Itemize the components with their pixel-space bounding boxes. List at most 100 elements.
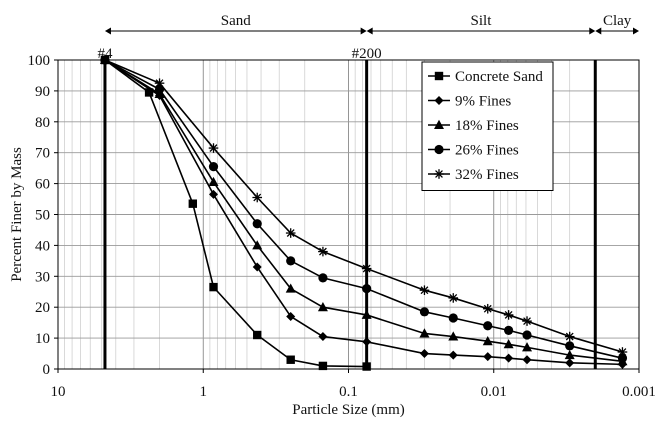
data-point [448,350,458,360]
series-line [104,59,367,368]
star-stroke [101,56,109,64]
y-tick-label: 20 [35,300,50,316]
band-arrow-left-head [366,27,373,35]
y-tick-label: 40 [35,238,50,254]
data-point [286,311,296,321]
data-point [188,199,198,208]
data-point [483,352,493,362]
data-point [285,228,296,238]
soil-class-bands: Sand Silt Clay [104,13,639,35]
data-point [252,192,263,203]
data-point [617,353,628,363]
data-point [362,362,371,371]
data-point [434,144,444,155]
y-tick-label: 30 [35,269,50,285]
star-stroke [319,247,327,256]
legend-entry: 18% Fines [428,118,519,134]
data-point [285,283,296,293]
y-tick-label: 80 [35,115,50,131]
star-stroke [618,348,627,356]
data-point [286,256,296,266]
data-point [253,330,262,340]
series-line [104,59,623,353]
band-arrow-right-head [360,27,367,35]
series-5 [100,55,628,357]
y-axis-ticks: 0 10 20 30 40 50 60 70 80 90 100 [28,53,58,378]
data-point [252,240,263,250]
data-point [208,176,219,187]
series-2 [100,55,627,369]
star-stroke [286,229,295,237]
data-point [448,331,459,341]
data-point [482,335,493,346]
data-point [318,332,328,342]
star-stroke [504,311,513,319]
data-point [252,262,262,272]
legend-label: Concrete Sand [455,69,543,85]
data-point [286,355,295,364]
star-stroke [420,286,429,295]
data-point [434,96,444,105]
data-point [522,355,532,365]
data-point [318,273,328,283]
data-point [361,263,372,274]
legend-entry: 9% Fines [428,94,511,110]
band-label: Silt [471,13,493,29]
data-point [434,71,444,81]
data-point [419,285,430,296]
data-point [564,349,575,360]
legend-label: 32% Fines [455,167,519,183]
data-point [154,78,165,88]
data-point [100,55,110,65]
y-tick-label: 100 [28,53,51,69]
legend-box [421,61,554,191]
y-tick-label: 0 [43,362,51,378]
data-point [522,342,533,352]
data-point [504,325,514,335]
legend-entry: Concrete Sand [428,69,543,85]
star-stroke [253,193,262,202]
y-tick-label: 50 [35,208,50,224]
x-axis-title: Particle Size (mm) [292,402,404,418]
star-stroke [565,332,574,341]
y-axis-title: Percent Finer by Mass [9,147,25,282]
data-point [252,219,262,229]
data-point [434,169,444,179]
band-label: Clay [603,13,632,29]
data-point [362,337,372,347]
data-point [522,316,532,326]
band-arrow-left-head [104,27,111,35]
data-point [318,361,328,371]
legend: Concrete Sand 9% Fines 18% Fines 26% Fines 3… [421,61,554,191]
y-tick-label: 90 [35,84,50,100]
data-point [522,330,532,340]
series-layer [99,54,628,371]
x-tick-label: 0.001 [622,384,655,400]
x-axis-ticks: 10 1 0.1 0.01 0.001 [51,369,655,400]
data-point [208,143,219,153]
data-point [362,284,372,294]
y-tick-label: 70 [35,146,50,162]
band-arrow-right-head [589,27,596,35]
legend-label: 26% Fines [455,143,519,159]
data-point [617,347,628,357]
data-point [209,189,219,199]
data-point [208,162,219,172]
data-point [503,310,514,320]
x-tick-label: 1 [200,384,208,400]
legend-label: 9% Fines [455,94,511,110]
star-stroke [155,79,164,88]
y-tick-label: 60 [35,177,50,193]
data-point [565,358,575,368]
data-point [503,339,514,349]
series-line [104,59,623,363]
sieve-marker-label: #200 [352,46,382,62]
data-point [361,309,372,319]
data-point [448,313,458,323]
band-label: Sand [221,13,252,29]
band-arrow-left-head [595,27,602,35]
legend-entry: 32% Fines [428,167,519,183]
legend-entry: 26% Fines [428,143,519,159]
data-point [448,293,459,303]
